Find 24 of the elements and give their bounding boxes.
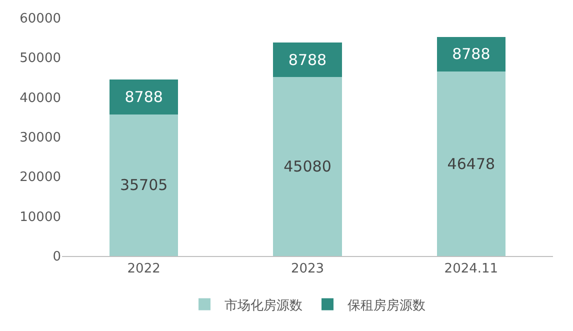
y-tick-label: 30000	[20, 130, 61, 146]
y-tick-label: 60000	[20, 12, 61, 27]
bar	[273, 42, 342, 78]
data-label: 8788	[452, 45, 490, 64]
y-tick-label: 10000	[20, 210, 61, 225]
x-tick-label: 2024.11	[444, 262, 498, 277]
y-tick-label: 50000	[20, 51, 61, 66]
legend-label: 市场化房源数	[224, 297, 302, 314]
legend-label: 保租房房源数	[348, 297, 426, 314]
data-label: 46478	[447, 154, 496, 173]
bar	[273, 77, 342, 256]
data-label: 45080	[284, 158, 332, 176]
y-tick-label: 20000	[20, 170, 61, 186]
bar	[109, 80, 178, 114]
data-label: 8788	[288, 50, 327, 69]
y-tick-label: 40000	[20, 90, 61, 106]
data-label: 8788	[124, 88, 163, 106]
bar	[109, 114, 178, 256]
y-tick-label: 0	[52, 250, 61, 265]
bar	[436, 72, 506, 256]
bar	[436, 36, 506, 72]
x-tick-label: 2022	[127, 262, 160, 277]
data-label: 35705	[120, 176, 168, 194]
x-tick-label: 2023	[290, 262, 324, 277]
